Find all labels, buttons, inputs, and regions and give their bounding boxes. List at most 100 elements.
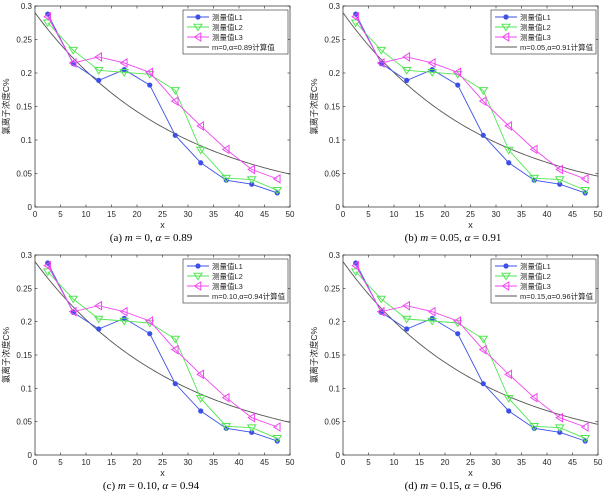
x-tick-label: 0	[341, 458, 346, 467]
legend-marker	[501, 32, 510, 42]
series-3-point	[145, 316, 154, 326]
series-2-point	[554, 176, 565, 185]
series-2-point	[119, 317, 130, 326]
series-3-point	[221, 144, 230, 155]
series-2-point	[68, 46, 79, 55]
chart-b: 0 5 10 15 20 25 30 35 40 45 50 0 0.05 0.1 0.15 0.2 0.25 0…	[309, 2, 603, 230]
series-2-point	[42, 19, 53, 28]
caption-prefix: (d)	[404, 480, 421, 492]
caption-alpha-label: α	[464, 480, 471, 492]
legend-marker	[503, 263, 509, 269]
series-3-point	[529, 144, 538, 155]
series-3-point	[196, 121, 205, 131]
legend-label: 测量值L2	[212, 22, 243, 32]
series-1-point	[147, 82, 153, 88]
series-3-point	[170, 96, 179, 107]
x-tick-label: 0	[33, 210, 38, 219]
legend-label: 测量值L2	[520, 271, 551, 281]
x-tick-label: 20	[133, 458, 142, 467]
series-1-point	[506, 160, 512, 166]
y-tick-label: 0.15	[324, 351, 340, 360]
series-3-point	[376, 306, 385, 317]
x-tick-label: 35	[209, 210, 218, 219]
series-3-line	[47, 16, 278, 180]
y-axis-label: 氯离子浓度C%	[1, 78, 11, 135]
caption-alpha-value: 0.89	[172, 232, 193, 244]
series-3-point	[402, 52, 411, 62]
series-2-point	[68, 295, 79, 304]
series-3-point	[580, 173, 589, 184]
series-1-point	[172, 132, 178, 138]
x-tick-label: 20	[441, 210, 450, 219]
y-tick-label: 0.2	[21, 318, 33, 327]
series-3-point	[555, 412, 564, 423]
legend-label: m=0,α=0.89计算值	[212, 42, 275, 52]
legend-marker	[501, 23, 511, 32]
computed-curve	[34, 12, 291, 175]
series-2-point	[503, 146, 514, 155]
series-3-point	[221, 392, 230, 403]
caption-a: (a) m = 0, α = 0.89	[109, 232, 193, 244]
series-2-point	[272, 186, 283, 195]
series-3-point	[119, 306, 128, 317]
x-tick-label: 35	[517, 458, 526, 467]
series-3-point	[68, 58, 77, 68]
chart-c: 0 5 10 15 20 25 30 35 40 45 50 0 0.05 0.1 0.15 0.2 0.25 0…	[1, 251, 295, 478]
legend-label: m=0.05,α=0.91计算值	[520, 42, 594, 52]
x-tick-label: 50	[286, 210, 295, 219]
legend-label: 测量值L2	[520, 22, 551, 32]
x-tick-label: 10	[82, 458, 91, 467]
x-tick-label: 40	[235, 458, 244, 467]
series-1-point	[172, 381, 178, 387]
legend-label: 测量值L3	[520, 32, 551, 42]
series-3-point	[478, 344, 487, 355]
series-2-point	[350, 268, 361, 277]
series-1-point	[480, 381, 486, 387]
series-2-point	[170, 335, 181, 344]
x-tick-label: 20	[441, 458, 450, 467]
series-3-point	[555, 164, 564, 175]
y-tick-label: 0.05	[16, 418, 32, 427]
x-tick-label: 45	[260, 458, 269, 467]
caption-alpha-label: α	[162, 480, 169, 492]
series-3-point	[272, 422, 281, 432]
x-tick-label: 50	[286, 458, 295, 467]
series-2-point	[478, 335, 489, 344]
caption-c: (c) m = 0.10, α = 0.94	[102, 480, 200, 492]
y-tick-label: 0.25	[324, 36, 340, 45]
series-1-point	[198, 160, 204, 166]
series-1-point	[249, 429, 255, 435]
series-1-line	[47, 262, 278, 442]
legend-label: 测量值L3	[212, 281, 243, 291]
caption-m-label: m	[420, 232, 429, 244]
legend-marker	[195, 14, 201, 20]
x-tick-label: 15	[415, 458, 424, 467]
x-tick-label: 30	[492, 458, 501, 467]
series-3-point	[427, 58, 436, 68]
series-3-line	[47, 265, 278, 428]
y-tick-label: 0.05	[16, 170, 32, 179]
x-tick-label: 50	[594, 210, 603, 219]
y-tick-label: 0.15	[16, 103, 32, 112]
series-3-line	[355, 265, 586, 428]
caption-alpha-label: α	[155, 232, 162, 244]
series-1-point	[96, 326, 102, 332]
x-tick-label: 40	[543, 210, 552, 219]
chart-a: 0 5 10 15 20 25 30 35 40 45 50 0 0.05 0.1 0.15 0.2 0.25 0…	[1, 2, 295, 230]
y-axis-label: 氯离子浓度C%	[1, 326, 11, 383]
caption-m-label: m	[117, 480, 126, 492]
series-3-point	[453, 67, 462, 78]
x-tick-label: 5	[58, 210, 63, 219]
series-2-point	[376, 295, 387, 304]
series-2-point	[529, 174, 540, 183]
series-1-point	[557, 429, 563, 435]
computed-curve	[342, 12, 599, 177]
y-tick-label: 0.1	[329, 136, 341, 145]
legend-marker	[193, 32, 202, 42]
series-3-point	[119, 58, 128, 68]
series-2-point	[350, 19, 361, 28]
computed-curve	[342, 261, 599, 425]
y-tick-label: 0.3	[21, 251, 33, 260]
